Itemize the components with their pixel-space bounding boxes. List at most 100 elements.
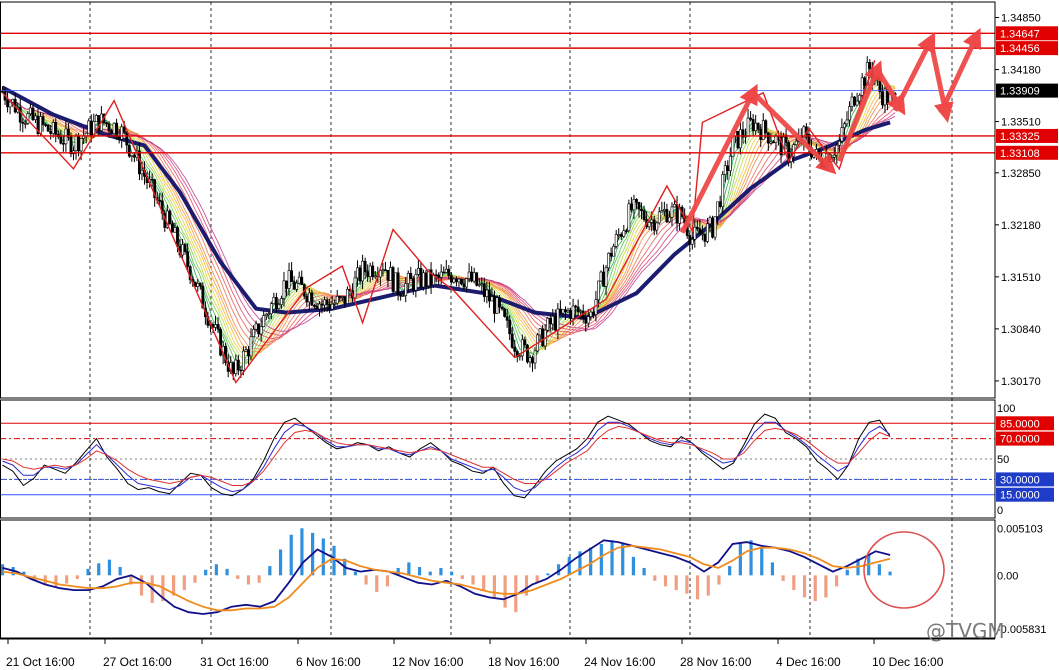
candle-body [132,155,136,158]
level-price-tag [996,145,1058,160]
candle-body [741,129,745,138]
candle-body [254,323,258,330]
candle-body [500,306,504,310]
macd-histogram-bar [482,575,486,591]
candle-body [89,120,93,137]
candle-body [320,303,324,306]
candle-body [282,280,286,299]
osc-level-text: 85.0000 [1000,418,1040,430]
slow-moving-average [1,85,891,320]
candle-body [41,116,45,125]
candle-body [323,299,326,306]
macd-histogram-bar [428,571,432,576]
candle-body [239,369,243,372]
macd-histogram-bar [738,542,742,576]
macd-histogram-bar [97,563,101,576]
candle-body [404,283,408,296]
candle-body [171,223,174,233]
y-tick-label: 1.30170 [1001,376,1041,388]
macd-histogram-bar [171,575,176,596]
candle-body [130,155,134,157]
candle-body [526,344,529,363]
macd-histogram-bar [65,575,69,584]
candle-body [173,227,177,233]
candle-body [660,210,664,213]
candle-body [257,323,261,335]
candle-body [546,318,550,331]
candle-body [503,308,507,317]
candle-body [51,122,55,134]
y-tick-label: 1.31510 [1001,272,1041,284]
x-tick-label: 28 Nov 16:00 [680,655,752,669]
candle-body [764,120,768,134]
candle-body [881,91,884,106]
x-tick-label: 21 Oct 16:00 [6,655,75,669]
osc-tick-label: 50 [997,454,1009,466]
macd-histogram-bar [524,575,529,596]
candle-body [394,272,397,292]
candle-body [853,96,856,106]
candle-body [419,267,423,288]
macd-histogram-bar [118,567,122,576]
candle-body [28,107,32,114]
candle-body [455,278,458,283]
candle-body [617,234,621,236]
candle-body [754,122,758,131]
macd-histogram-bar [225,568,229,576]
macd-histogram-bar [813,575,817,602]
candle-body [416,267,420,275]
candle-body [183,244,187,252]
candle-body [201,285,205,309]
macd-histogram-bar [375,575,379,592]
x-tick-label: 4 Dec 16:00 [776,655,841,669]
level-price-tag [996,41,1058,56]
macd-histogram-bar [685,575,689,594]
candle-body [242,350,245,371]
candle-body [236,359,240,371]
arrow [875,68,906,116]
candle-body [490,296,494,302]
candle-body [860,77,864,96]
candle-body [850,96,854,107]
candle-body [424,272,428,287]
macd-histogram-bar [642,567,646,576]
candle-body [269,303,273,315]
macd-histogram-bar [589,547,593,576]
candle-body [487,289,491,302]
candle-body [467,271,471,279]
candle-body [751,119,755,131]
macd-histogram-bar [321,538,325,576]
candle-body [31,107,35,121]
candle-body [716,201,720,217]
candle-body [688,235,692,245]
candle-body [475,272,479,286]
candle-body [668,216,671,223]
candle-body [287,270,291,289]
candle-body [267,313,271,316]
arrow [679,83,758,234]
candle-body [711,217,714,238]
candle-body [168,210,172,224]
candle-body [548,318,552,325]
macd-histogram-bar [535,575,539,583]
macd-tick-label: -0.005831 [997,624,1047,636]
candle-body [538,328,542,336]
macd-histogram-bar [268,566,272,576]
candle-body [338,296,342,298]
candle-body [843,123,846,128]
candle-body [34,115,37,121]
macd-histogram-bar [567,556,571,576]
osc-level-tag [996,431,1054,446]
candle-body [122,126,126,133]
macd-histogram-bar [417,567,422,576]
candle-body [11,98,15,103]
candle-body [541,328,545,347]
macd-histogram-bar [364,575,368,585]
candle-body [427,269,430,287]
macd-histogram-bar [54,575,58,588]
candle-body [59,136,63,144]
candle-body [244,349,248,352]
arrow [938,27,982,115]
candle-body [599,271,603,282]
candle-body [61,142,65,145]
